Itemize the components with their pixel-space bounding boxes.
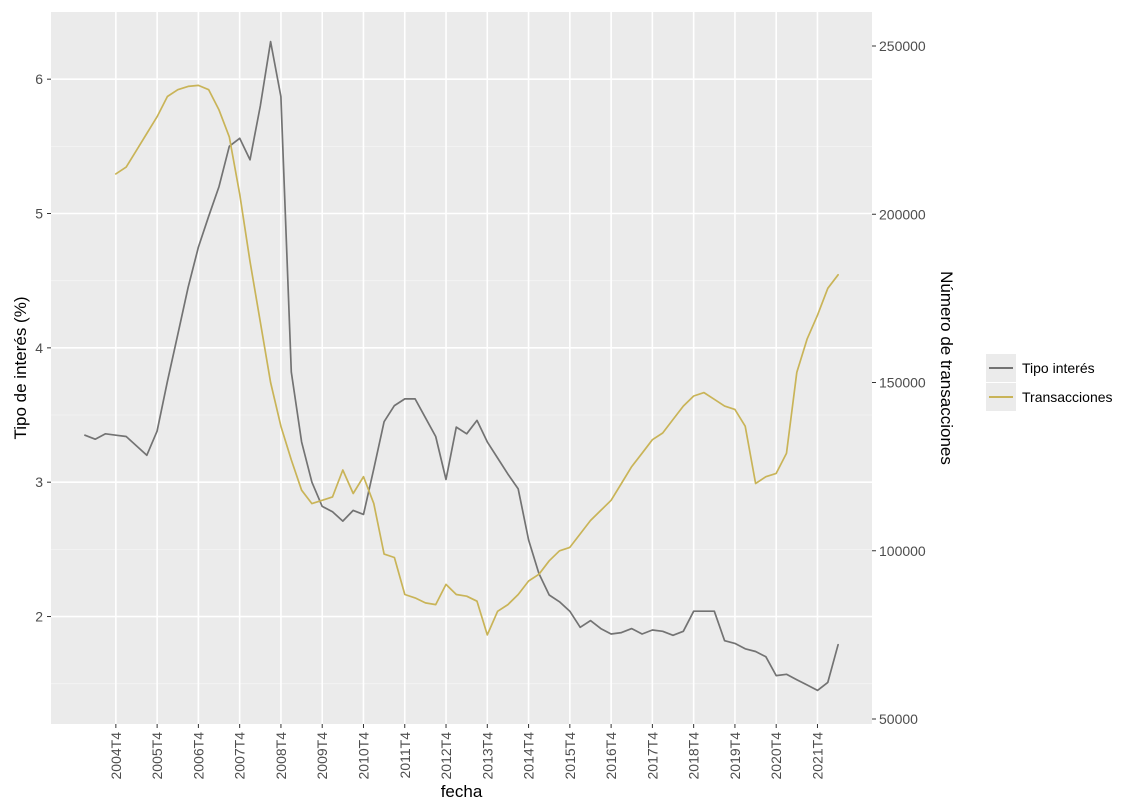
legend-label-transacciones: Transacciones: [1022, 389, 1113, 405]
x-tick-label: 2021T4: [809, 732, 825, 780]
x-tick-label: 2017T4: [644, 732, 660, 780]
axes: 2 3 4 5 6 50000 100000 150000 200000 250000 2004T4…: [35, 38, 926, 779]
series-line-tipo-interes: [84, 40, 839, 692]
legend-label-tipo-interes: Tipo interés: [1022, 360, 1095, 376]
x-tick-label: 2013T4: [479, 732, 495, 780]
y-right-tick-label: 200000: [879, 206, 926, 222]
x-tick-label: 2006T4: [190, 732, 206, 780]
y-right-tick-label: 50000: [879, 711, 918, 727]
y-left-tick-label: 3: [35, 474, 43, 490]
x-tick-label: 2019T4: [727, 732, 743, 780]
series-layer: [84, 40, 839, 692]
x-tick-label: 2010T4: [355, 732, 371, 780]
y-right-tick-label: 150000: [879, 375, 926, 391]
y-axis-right-title: Número de transacciones: [937, 271, 956, 465]
grid-lines: [51, 12, 872, 724]
x-tick-label: 2007T4: [232, 732, 248, 780]
y-left-tick-label: 6: [35, 71, 43, 87]
x-tick-label: 2009T4: [314, 732, 330, 780]
x-tick-label: 2012T4: [438, 732, 454, 780]
x-tick-label: 2015T4: [562, 732, 578, 780]
x-tick-label: 2018T4: [686, 732, 702, 780]
x-tick-label: 2008T4: [273, 732, 289, 780]
y-axis-left-title: Tipo de interés (%): [11, 297, 30, 440]
x-tick-label: 2005T4: [149, 732, 165, 780]
x-tick-label: 2020T4: [768, 732, 784, 780]
x-tick-label: 2011T4: [397, 732, 413, 779]
y-right-tick-label: 100000: [879, 543, 926, 559]
y-left-tick-label: 5: [35, 206, 43, 222]
x-tick-label: 2014T4: [521, 732, 537, 780]
legend: Tipo interés Transacciones: [986, 354, 1113, 411]
y-right-tick-label: 250000: [879, 38, 926, 54]
series-line-transacciones: [114, 84, 839, 636]
y-left-tick-label: 2: [35, 609, 43, 625]
x-tick-label: 2016T4: [603, 732, 619, 780]
x-axis-title: fecha: [441, 782, 483, 801]
y-left-tick-label: 4: [35, 340, 43, 356]
x-tick-label: 2004T4: [108, 732, 124, 780]
